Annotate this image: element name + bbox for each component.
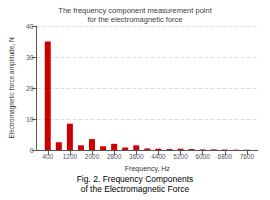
- svg-text:2000: 2000: [85, 153, 100, 160]
- svg-text:Electromagnetic force amplitud: Electromagnetic force amplitude, N: [8, 37, 16, 138]
- svg-text:Fig. 2. Frequency Components: Fig. 2. Frequency Components: [77, 174, 194, 184]
- svg-text:1200: 1200: [63, 153, 78, 160]
- svg-text:6800: 6800: [218, 153, 233, 160]
- svg-text:2800: 2800: [107, 153, 122, 160]
- svg-text:3600: 3600: [129, 153, 144, 160]
- svg-text:of the Electromagnetic Force: of the Electromagnetic Force: [81, 184, 190, 194]
- svg-text:7600: 7600: [240, 153, 255, 160]
- svg-text:400: 400: [42, 153, 53, 160]
- svg-text:30: 30: [26, 54, 34, 61]
- svg-text:Frequency, Hz: Frequency, Hz: [125, 165, 170, 173]
- svg-text:The frequency component measur: The frequency component measurement poin…: [58, 6, 212, 15]
- svg-text:6000: 6000: [195, 153, 210, 160]
- svg-text:for the electromagnetic force: for the electromagnetic force: [87, 15, 182, 24]
- svg-text:4400: 4400: [151, 153, 166, 160]
- svg-text:0: 0: [30, 147, 34, 154]
- svg-text:5200: 5200: [173, 153, 188, 160]
- svg-text:10: 10: [26, 116, 34, 123]
- svg-text:20: 20: [26, 85, 34, 92]
- svg-text:40: 40: [26, 23, 34, 30]
